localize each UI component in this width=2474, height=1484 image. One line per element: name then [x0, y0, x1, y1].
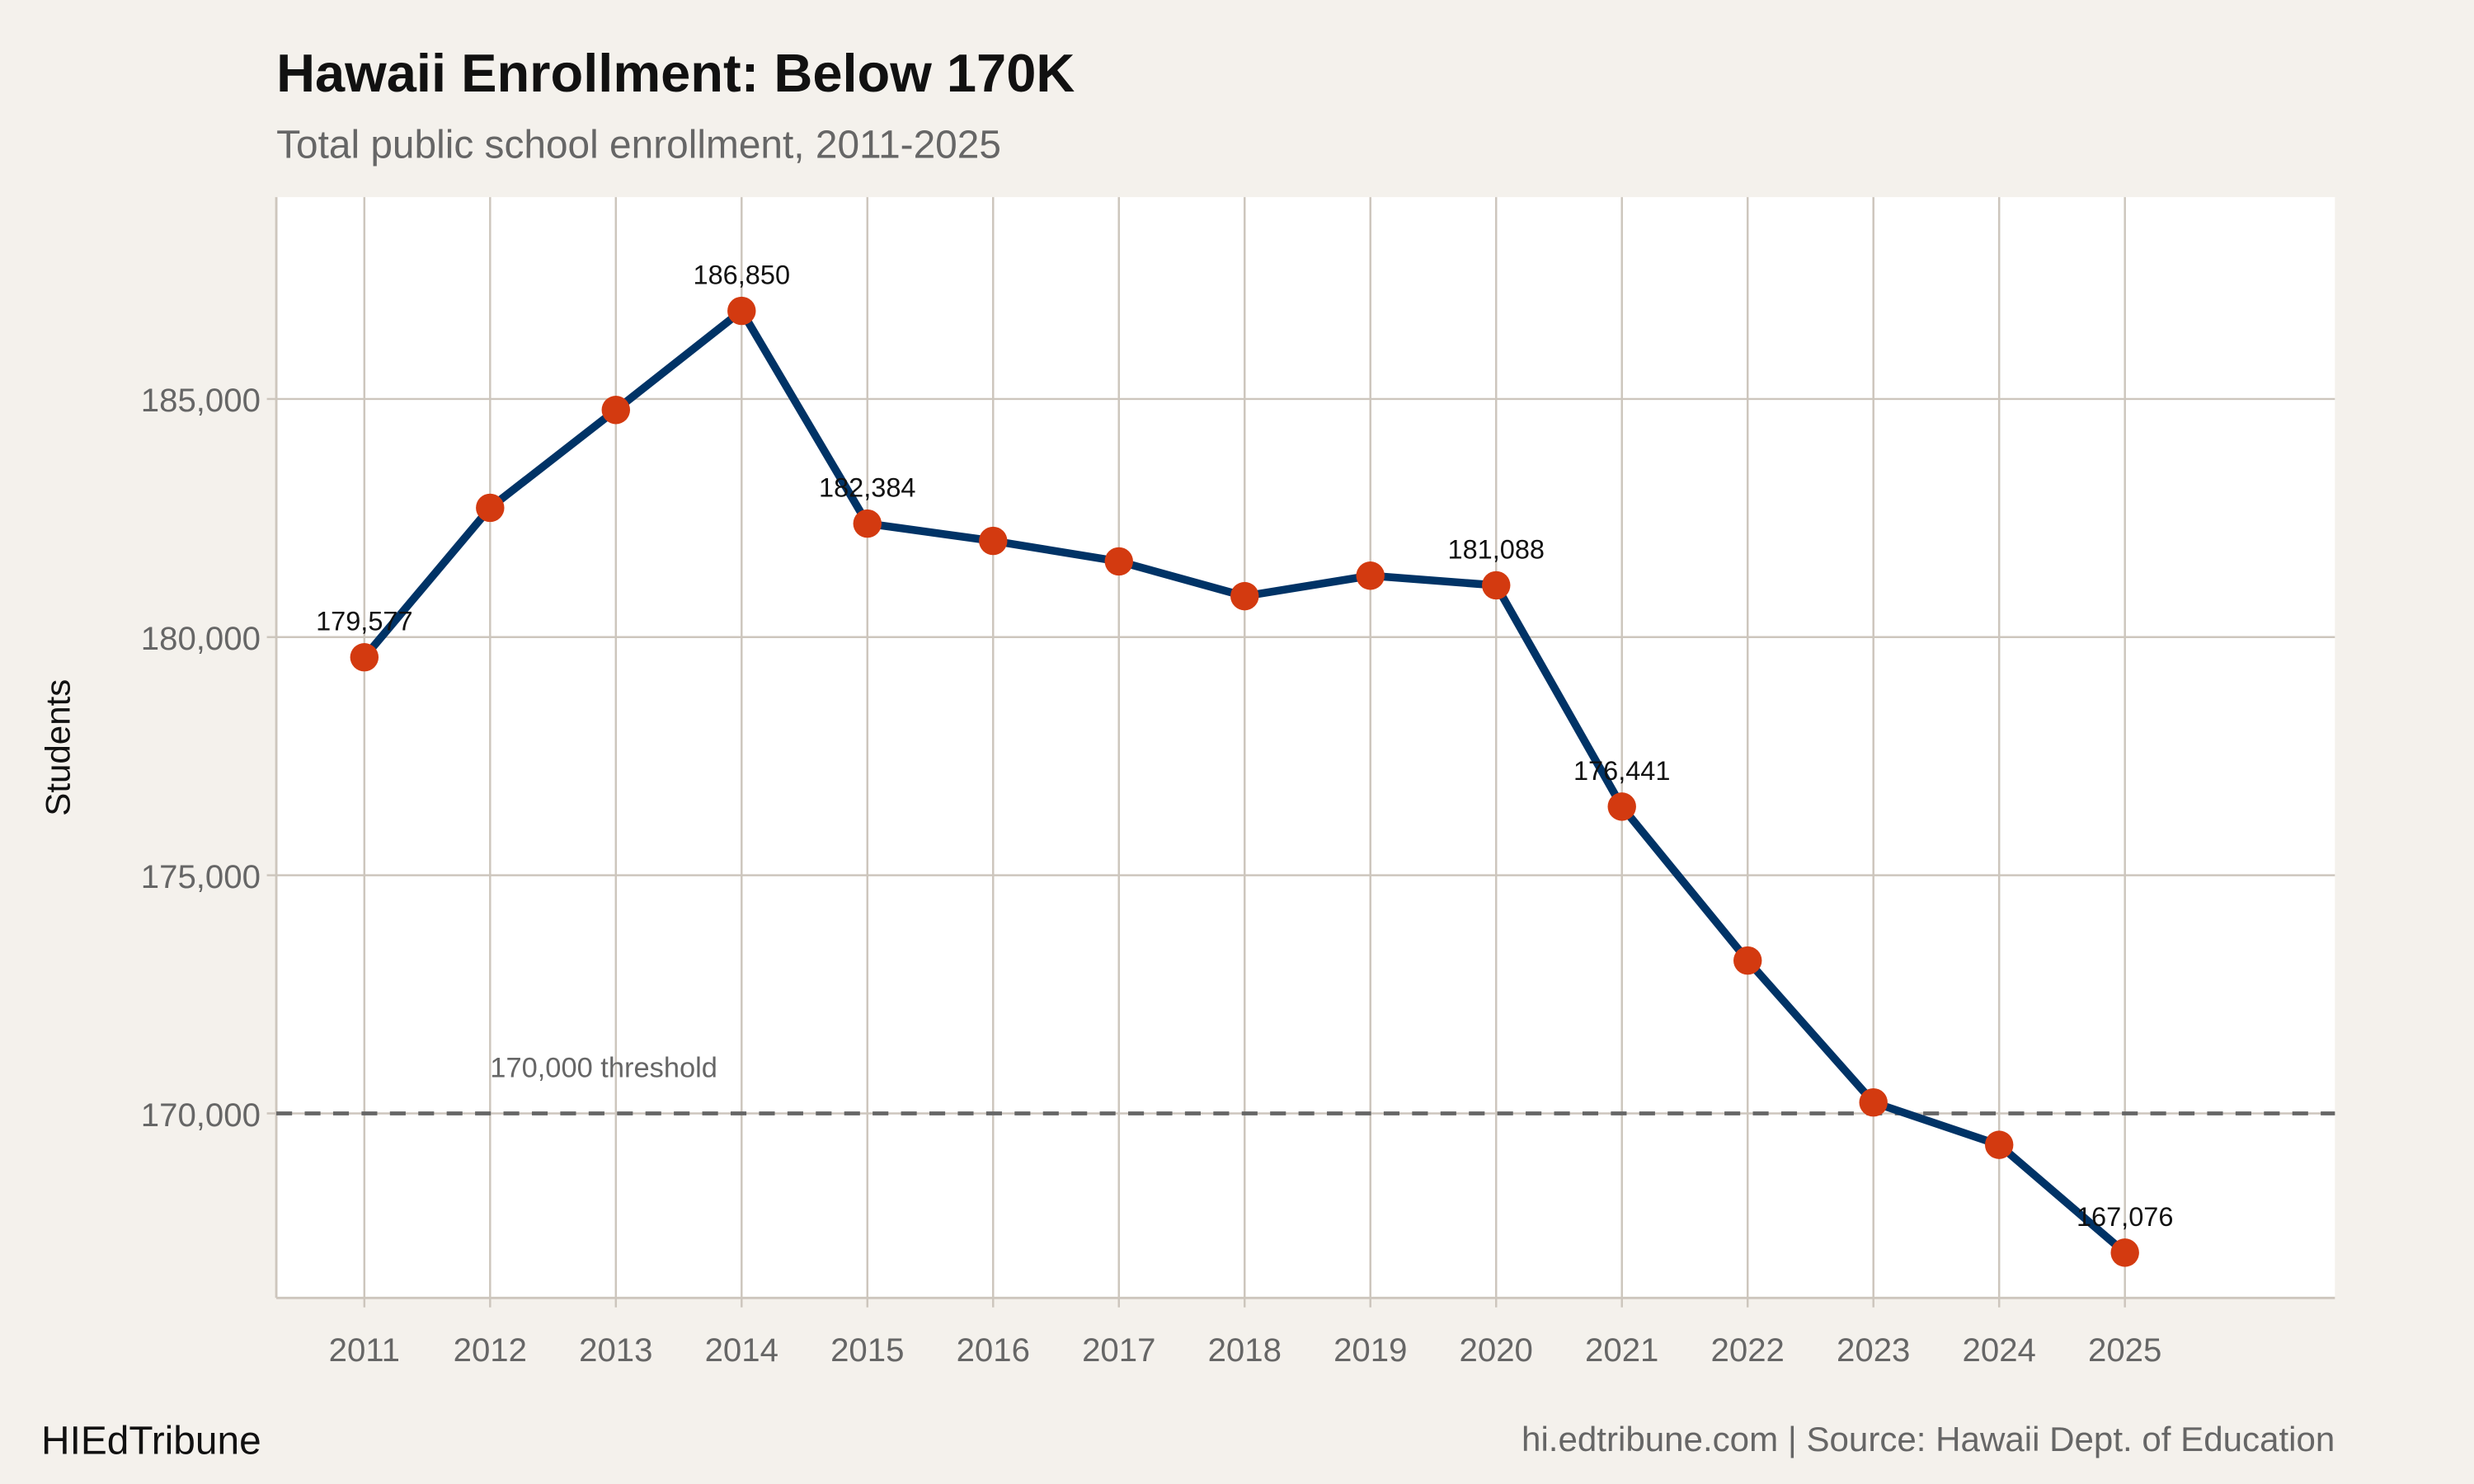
x-tick-label: 2016 — [957, 1331, 1030, 1369]
x-tick-label: 2018 — [1208, 1331, 1282, 1369]
axes: 170,000 175,000 180,000 185,000 2011 2012 2013… — [141, 197, 2335, 1369]
data-point — [727, 296, 756, 326]
x-tick-label: 2024 — [1963, 1331, 2036, 1369]
data-point — [1607, 792, 1636, 821]
y-tick-label: 175,000 — [141, 858, 261, 895]
source-footer: hi.edtribune.com | Source: Hawaii Dept. … — [1522, 1420, 2335, 1458]
threshold-label: 170,000 threshold — [490, 1052, 717, 1083]
x-tick-label: 2012 — [454, 1331, 527, 1369]
data-label: 182,384 — [819, 473, 915, 503]
chart-subtitle: Total public school enrollment, 2011-202… — [276, 123, 1001, 167]
data-point — [1733, 946, 1762, 975]
data-point — [1356, 561, 1385, 590]
y-tick-label: 180,000 — [141, 620, 261, 657]
data-label: 179,577 — [316, 607, 412, 636]
data-label: 181,088 — [1447, 534, 1544, 564]
data-point — [2110, 1238, 2139, 1267]
data-point — [1104, 547, 1133, 576]
data-point — [1230, 581, 1259, 611]
data-point — [979, 526, 1008, 556]
x-tick-label: 2023 — [1837, 1331, 1910, 1369]
x-tick-label: 2021 — [1585, 1331, 1658, 1369]
x-tick-label: 2025 — [2088, 1331, 2161, 1369]
x-tick-label: 2022 — [1711, 1331, 1785, 1369]
x-tick-label: 2013 — [579, 1331, 652, 1369]
x-tick-label: 2019 — [1333, 1331, 1407, 1369]
x-tick-label: 2017 — [1082, 1331, 1155, 1369]
data-label: 167,076 — [2077, 1202, 2173, 1232]
data-label: 186,850 — [694, 261, 790, 290]
data-point — [1859, 1087, 1888, 1117]
data-point — [350, 643, 379, 672]
x-tick-label: 2014 — [705, 1331, 778, 1369]
y-tick-label: 170,000 — [141, 1097, 261, 1134]
y-axis-label: Students — [38, 679, 77, 816]
data-point — [476, 493, 505, 523]
x-tick-label: 2020 — [1460, 1331, 1533, 1369]
data-point — [1984, 1130, 2014, 1159]
y-tick-label: 185,000 — [141, 382, 261, 419]
data-point — [853, 509, 882, 538]
marks: 170,000 threshold 179,577 186,850 182,384 18… — [276, 261, 2335, 1267]
data-point — [601, 396, 631, 425]
chart-title: Hawaii Enrollment: Below 170K — [276, 43, 1075, 103]
x-tick-label: 2011 — [329, 1331, 400, 1369]
data-label: 176,441 — [1573, 756, 1670, 786]
brand-footer: HIEdTribune — [41, 1420, 261, 1463]
data-point — [1482, 571, 1511, 600]
x-tick-label: 2015 — [830, 1331, 904, 1369]
plot-panel — [276, 197, 2335, 1298]
